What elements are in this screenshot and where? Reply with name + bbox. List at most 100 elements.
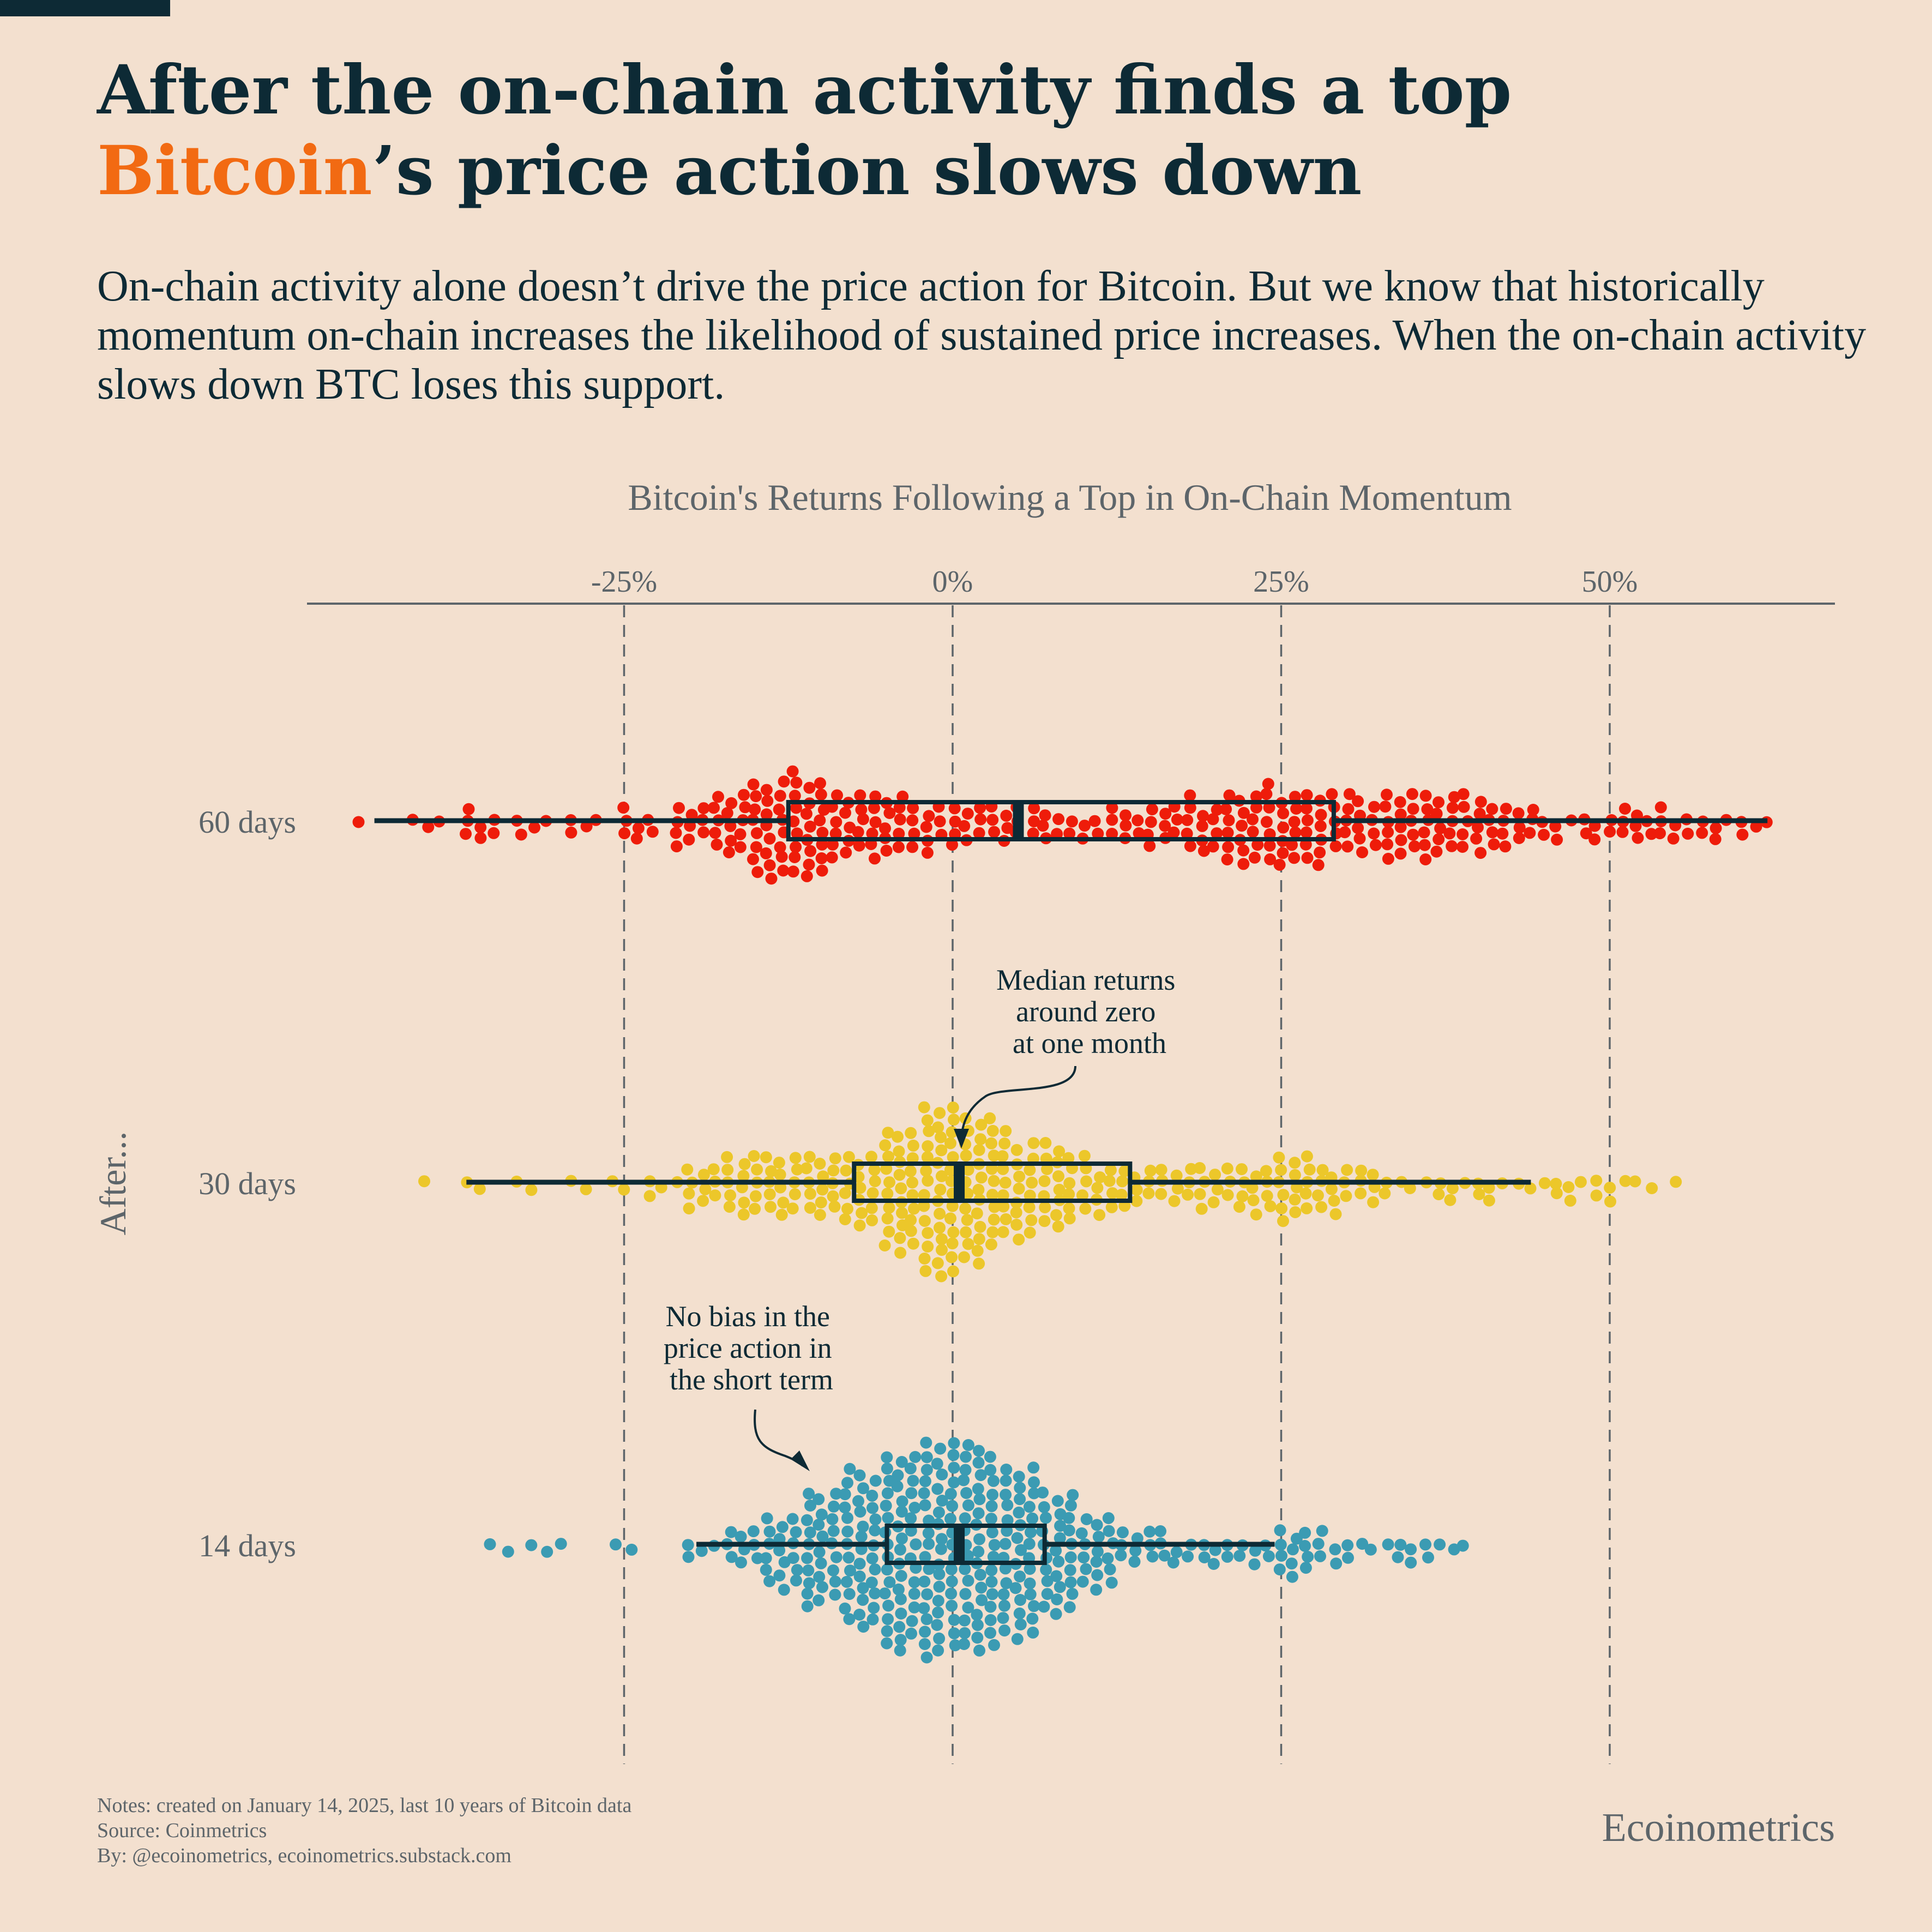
data-point	[841, 1525, 854, 1538]
data-point	[760, 784, 773, 796]
data-point	[765, 1201, 777, 1213]
data-point	[1063, 1202, 1075, 1214]
data-point	[958, 1638, 970, 1650]
data-point	[894, 1634, 907, 1646]
data-point	[1207, 1196, 1220, 1208]
data-point	[1221, 827, 1234, 839]
data-point	[866, 1187, 879, 1200]
data-point	[918, 1200, 930, 1212]
data-point	[931, 1257, 944, 1269]
data-point	[1000, 1213, 1012, 1225]
data-point	[907, 1474, 919, 1487]
chart-title: Bitcoin's Returns Following a Top in On-…	[628, 477, 1512, 518]
data-point	[1024, 1577, 1036, 1590]
data-point	[760, 1151, 772, 1164]
data-point	[935, 1543, 947, 1555]
data-point	[1251, 839, 1264, 851]
data-point	[1474, 796, 1487, 808]
bias-annotation-line-3: the short term	[670, 1363, 833, 1396]
data-point	[791, 827, 803, 840]
data-point	[1078, 1551, 1090, 1564]
data-point	[996, 1150, 1009, 1163]
data-point	[920, 1436, 932, 1449]
data-point	[814, 814, 826, 827]
median-annotation-arrow	[960, 1066, 1076, 1137]
footer-by: By: @ecoinometrics, ecoinometrics.substa…	[97, 1844, 511, 1867]
data-point	[1394, 1538, 1407, 1551]
data-point	[1091, 1182, 1104, 1194]
data-point	[618, 1183, 630, 1196]
data-point	[1419, 853, 1432, 865]
data-point	[484, 1538, 496, 1550]
data-point	[853, 1557, 866, 1570]
data-point	[1051, 1495, 1064, 1507]
data-point	[985, 1575, 998, 1588]
iqr-box	[884, 1524, 1047, 1565]
data-point	[1458, 801, 1470, 813]
data-point	[1314, 820, 1327, 832]
data-point	[1102, 1552, 1114, 1564]
data-point	[1352, 795, 1364, 808]
data-point	[892, 1583, 905, 1596]
data-point	[842, 1151, 855, 1163]
data-point	[712, 791, 724, 803]
data-point	[958, 1251, 970, 1263]
data-point	[1039, 809, 1051, 822]
data-point	[932, 1644, 944, 1657]
data-point	[801, 1600, 814, 1612]
data-point	[1063, 1177, 1076, 1189]
data-point	[1274, 1538, 1287, 1551]
data-point	[919, 1499, 931, 1512]
data-point	[1028, 1487, 1040, 1500]
data-point	[1023, 1538, 1036, 1550]
data-point	[1299, 1540, 1311, 1552]
data-point	[1063, 827, 1076, 840]
brand-logo-text: Ecoinometrics	[1602, 1805, 1835, 1850]
data-point	[959, 1202, 972, 1215]
data-point	[946, 1500, 959, 1512]
data-point	[565, 826, 577, 839]
data-point	[922, 1227, 934, 1239]
x-tick-label: 0%	[932, 565, 973, 599]
data-point	[854, 789, 866, 802]
data-point	[765, 872, 778, 885]
data-point	[882, 1599, 895, 1612]
data-point	[895, 1506, 908, 1518]
data-point	[857, 1621, 870, 1633]
data-point	[869, 816, 882, 828]
data-point	[1076, 1575, 1089, 1588]
data-point	[786, 1513, 799, 1525]
data-point	[1159, 820, 1171, 832]
data-point	[775, 851, 788, 863]
data-point	[1054, 1581, 1066, 1593]
data-point	[906, 1176, 918, 1189]
data-point	[774, 1169, 786, 1181]
data-point	[803, 1577, 815, 1590]
data-point	[1092, 1531, 1105, 1543]
data-point	[1247, 1194, 1260, 1207]
data-point	[1315, 1201, 1328, 1213]
data-point	[1026, 1512, 1039, 1525]
data-point	[1616, 826, 1629, 838]
data-point	[1394, 821, 1407, 833]
data-point	[791, 1163, 803, 1176]
data-point	[905, 1627, 917, 1640]
data-point	[1091, 1519, 1103, 1531]
data-point	[580, 820, 593, 833]
data-point	[893, 827, 905, 840]
data-point	[1311, 1189, 1324, 1202]
data-point	[895, 1456, 908, 1468]
data-point	[1473, 1188, 1485, 1200]
data-point	[881, 1212, 894, 1225]
data-point	[786, 765, 799, 778]
data-point	[1013, 1233, 1025, 1246]
data-point	[1405, 1556, 1417, 1569]
data-point	[1419, 790, 1432, 802]
data-point	[1116, 1175, 1129, 1188]
data-point	[1352, 822, 1364, 834]
data-point	[997, 1163, 1009, 1175]
data-point	[972, 1545, 985, 1558]
data-point	[1404, 1182, 1416, 1194]
data-point	[800, 1162, 812, 1175]
